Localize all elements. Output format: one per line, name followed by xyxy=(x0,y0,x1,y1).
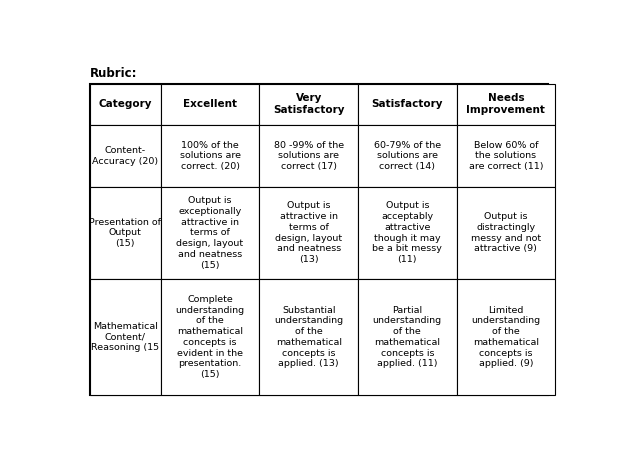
Text: Complete
understanding
of the
mathematical
concepts is
evident in the
presentati: Complete understanding of the mathematic… xyxy=(176,295,245,379)
Bar xyxy=(89,125,161,187)
Bar xyxy=(161,84,260,125)
Bar xyxy=(456,125,555,187)
Text: Substantial
understanding
of the
mathematical
concepts is
applied. (13): Substantial understanding of the mathema… xyxy=(274,306,343,368)
Text: 80 -99% of the
solutions are
correct (17): 80 -99% of the solutions are correct (17… xyxy=(274,140,344,171)
Bar xyxy=(260,84,358,125)
Bar xyxy=(260,279,358,395)
Bar xyxy=(161,279,260,395)
Text: Below 60% of
the solutions
are correct (11): Below 60% of the solutions are correct (… xyxy=(469,140,543,171)
Bar xyxy=(358,125,456,187)
Bar xyxy=(89,279,161,395)
Bar xyxy=(456,279,555,395)
Text: Presentation of
Output
(15): Presentation of Output (15) xyxy=(89,217,161,248)
Bar xyxy=(161,125,260,187)
Text: 100% of the
solutions are
correct. (20): 100% of the solutions are correct. (20) xyxy=(179,140,240,171)
Text: Output is
attractive in
terms of
design, layout
and neatness
(13): Output is attractive in terms of design,… xyxy=(275,202,342,264)
Text: Category: Category xyxy=(99,99,152,109)
Text: Mathematical
Content/
Reasoning (15: Mathematical Content/ Reasoning (15 xyxy=(91,322,159,352)
Bar xyxy=(89,84,161,125)
Bar xyxy=(89,84,548,395)
Text: Content-
Accuracy (20): Content- Accuracy (20) xyxy=(92,146,158,166)
Bar xyxy=(260,187,358,279)
Bar xyxy=(89,187,161,279)
Bar xyxy=(358,84,456,125)
Text: Output is
exceptionally
attractive in
terms of
design, layout
and neatness
(15): Output is exceptionally attractive in te… xyxy=(176,196,243,270)
Bar xyxy=(456,84,555,125)
Text: 60-79% of the
solutions are
correct (14): 60-79% of the solutions are correct (14) xyxy=(374,140,441,171)
Text: Output is
acceptably
attractive
though it may
be a bit messy
(11): Output is acceptably attractive though i… xyxy=(373,202,442,264)
Text: Limited
understanding
of the
mathematical
concepts is
applied. (9): Limited understanding of the mathematica… xyxy=(471,306,540,368)
Bar xyxy=(161,187,260,279)
Bar xyxy=(358,187,456,279)
Text: Satisfactory: Satisfactory xyxy=(371,99,443,109)
Bar xyxy=(260,125,358,187)
Text: Partial
understanding
of the
mathematical
concepts is
applied. (11): Partial understanding of the mathematica… xyxy=(373,306,442,368)
Text: Needs
Improvement: Needs Improvement xyxy=(466,94,545,115)
Text: Rubric:: Rubric: xyxy=(89,67,137,80)
Text: Very
Satisfactory: Very Satisfactory xyxy=(273,94,345,115)
Bar xyxy=(358,279,456,395)
Text: Excellent: Excellent xyxy=(183,99,237,109)
Bar xyxy=(456,187,555,279)
Text: Output is
distractingly
messy and not
attractive (9): Output is distractingly messy and not at… xyxy=(471,212,541,253)
